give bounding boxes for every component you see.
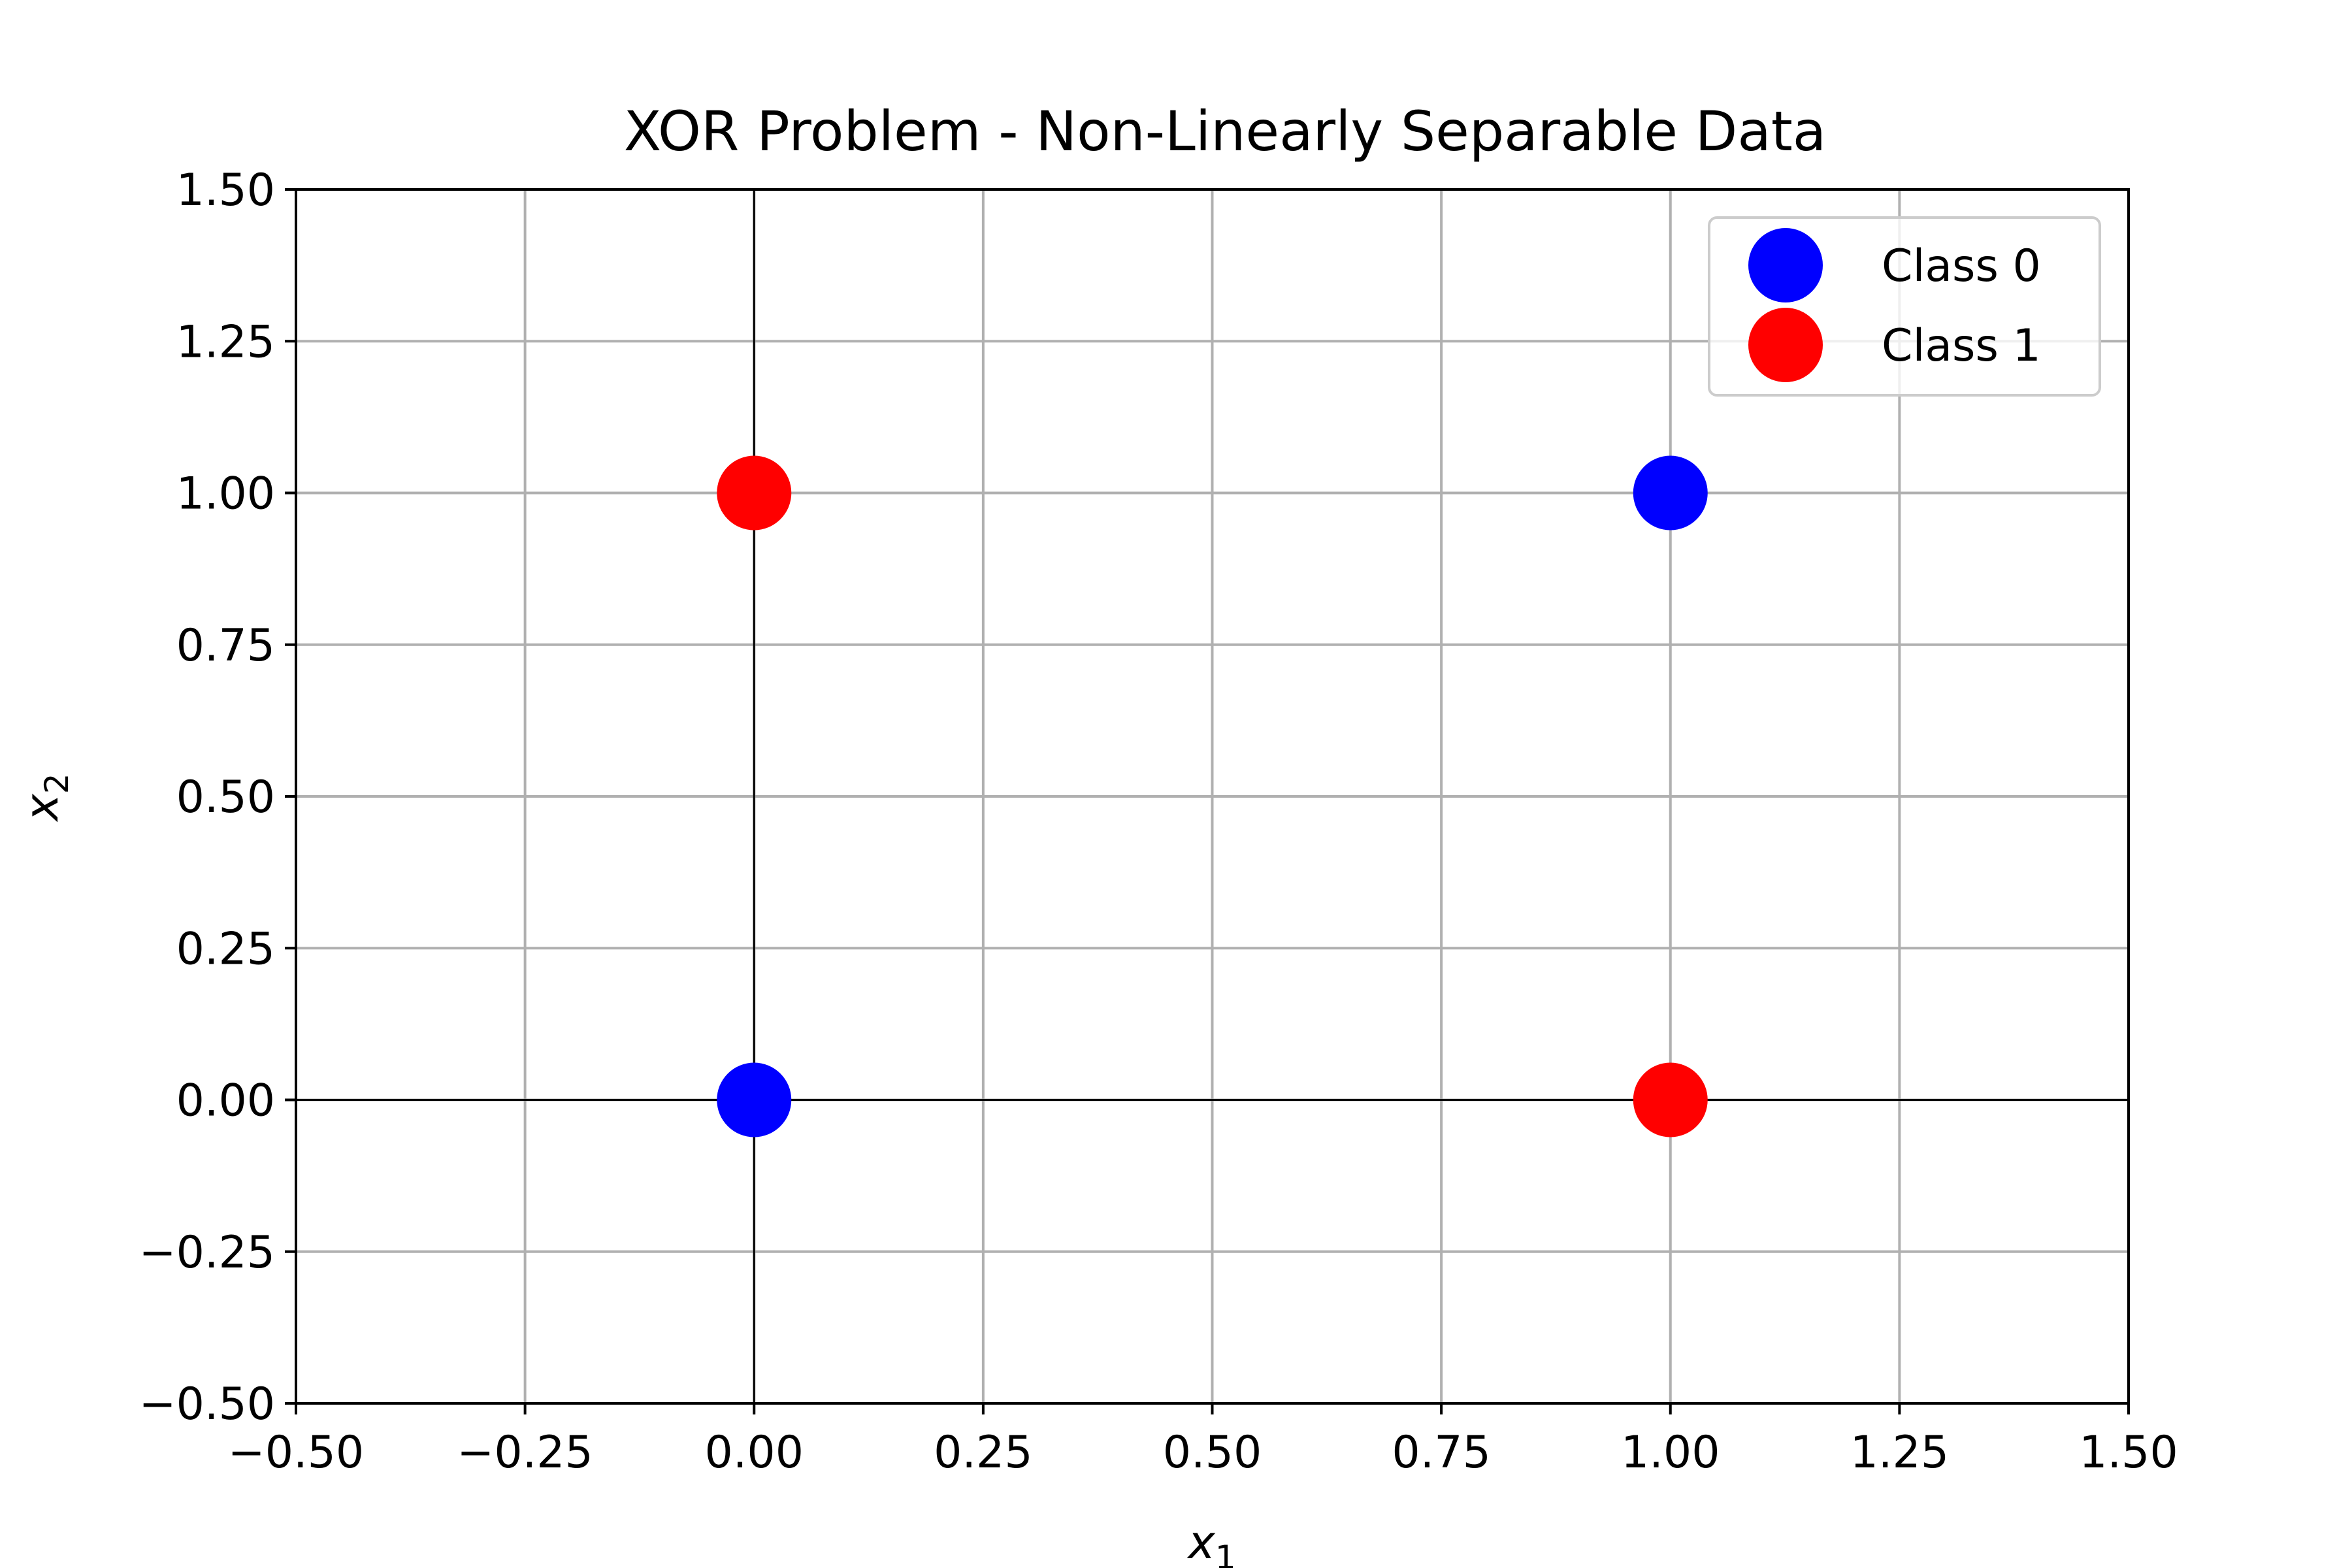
legend-marker-1 [1748, 308, 1823, 382]
x-tick-label-8: 1.50 [2079, 1427, 2178, 1478]
reference-lines [296, 189, 2129, 1403]
y-tick-label-3: 0.25 [176, 923, 275, 975]
x-tick-label-3: 0.25 [934, 1427, 1032, 1478]
data-point-class-0-1 [1633, 455, 1708, 531]
x-tick-label-6: 1.00 [1621, 1427, 1720, 1478]
y-axis-label: x2 [15, 773, 76, 822]
x-tick-label-2: 0.00 [705, 1427, 804, 1478]
y-tick-label-2: 0.00 [176, 1075, 275, 1127]
y-axis-ticks: −0.50 −0.25 0.00 0.25 0.50 0.75 1.00 1.25 1.50 [139, 165, 296, 1430]
y-tick-label-6: 1.00 [176, 468, 275, 520]
x-axis-label-subscript: 1 [1215, 1539, 1236, 1568]
y-tick-label-4: 0.50 [176, 772, 275, 823]
legend: Class 0 Class 1 [1708, 216, 2101, 397]
x-tick-label-4: 0.50 [1163, 1427, 1262, 1478]
y-tick-label-0: −0.50 [139, 1379, 275, 1430]
x-tick-label-7: 1.25 [1850, 1427, 1949, 1478]
x-axis-ticks: −0.50 −0.25 0.00 0.25 0.50 0.75 1.00 1.25 1.50 [228, 1403, 2178, 1478]
data-point-class-1-1 [1633, 1062, 1708, 1137]
x-tick-label-5: 0.75 [1392, 1427, 1490, 1478]
legend-label-0: Class 0 [1882, 240, 2041, 292]
data-points [717, 455, 1708, 1137]
y-axis-label-base: x [15, 794, 69, 823]
y-tick-label-5: 0.75 [176, 620, 275, 672]
legend-label-1: Class 1 [1882, 320, 2041, 372]
y-tick-label-1: −0.25 [139, 1227, 275, 1279]
legend-marker-0 [1748, 228, 1823, 302]
y-tick-label-7: 1.25 [176, 316, 275, 368]
x-axis-label: x1 [1186, 1516, 1235, 1568]
y-tick-label-8: 1.50 [176, 165, 275, 216]
x-axis-label-base: x [1186, 1516, 1215, 1568]
y-axis-label-subscript: 2 [38, 773, 76, 794]
chart-title: XOR Problem - Non-Linearly Separable Dat… [624, 99, 1827, 163]
data-point-class-0-0 [717, 1062, 792, 1137]
x-tick-label-0: −0.50 [228, 1427, 364, 1478]
data-point-class-1-0 [717, 455, 792, 531]
x-tick-label-1: −0.25 [457, 1427, 593, 1478]
